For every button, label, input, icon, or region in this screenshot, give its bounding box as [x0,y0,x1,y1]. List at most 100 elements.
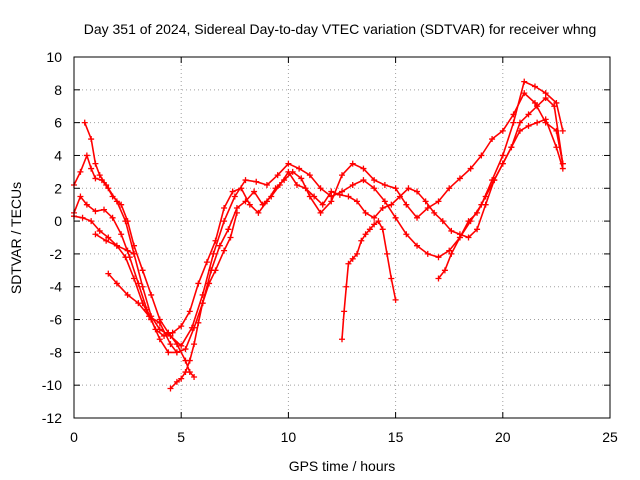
data-point [139,283,146,290]
data-point [559,160,566,167]
data-point [229,188,236,195]
data-point [118,201,125,208]
data-point [268,193,275,200]
x-axis-title: GPS time / hours [289,458,396,474]
data-point [525,122,532,129]
data-point [173,378,180,385]
data-point [285,160,292,167]
data-point [148,291,155,298]
data-point [448,227,455,234]
data-point [92,208,99,215]
data-point [156,319,163,326]
data-point [465,234,472,241]
data-point [508,144,515,151]
data-point [88,136,95,143]
data-point [349,160,356,167]
data-point [345,260,352,267]
y-tick-label: 2 [54,180,62,196]
data-point [354,198,361,205]
data-point [274,172,281,179]
data-point [124,247,131,254]
data-point [156,336,163,343]
data-point [285,168,292,175]
data-point [379,226,386,233]
data-point [362,209,369,216]
axis-layer: 0 5 10 15 20 25 -12 -10 -8 -6 -4 -2 0 2 4 6 8 10 [42,49,618,445]
data-point [238,185,245,192]
data-point [559,127,566,134]
data-point [302,185,309,192]
data-point [255,209,262,216]
data-point [349,255,356,262]
data-point [101,206,108,213]
y-tick-label: 8 [54,82,62,98]
grid-layer [74,57,610,418]
data-point [551,103,558,110]
data-point [242,198,249,205]
y-tick-label: -4 [50,279,63,295]
data-point [173,341,180,348]
data-point [339,172,345,179]
data-point [478,152,485,159]
data-point [96,172,103,179]
data-point [81,119,88,126]
data-point [360,165,367,172]
data-point [83,152,90,159]
data-point [371,214,378,221]
series-line [83,122,195,378]
series-track-4 [81,119,198,380]
data-point [221,247,228,254]
data-point [345,193,352,200]
y-tick-label: 10 [46,49,62,65]
data-point [135,300,142,307]
data-point [414,242,421,249]
data-point [521,90,528,97]
data-point [186,357,193,364]
data-point [531,99,538,106]
data-point [139,267,146,274]
data-point [227,234,234,241]
data-point [216,242,223,249]
plot-frame [73,56,611,419]
data-point [435,254,442,261]
data-point [381,181,388,188]
data-point [392,296,399,303]
data-point [336,191,343,198]
series-line [107,273,178,353]
series-line [73,80,564,347]
data-point [360,177,367,184]
data-point [516,119,523,126]
data-point [456,234,463,241]
data-point [499,152,506,159]
data-point [542,116,549,123]
data-point [435,198,442,205]
data-point [414,188,421,195]
series-track-2 [71,90,566,339]
data-point [92,160,99,167]
data-point [178,342,185,349]
data-point [422,198,429,205]
series-line [73,92,564,337]
series-line [437,97,564,279]
data-point [339,188,345,195]
data-point [392,214,399,221]
data-point [105,234,112,241]
data-point [178,375,185,382]
data-point [113,242,120,249]
data-point [206,280,213,287]
data-point [246,201,253,208]
data-point [167,341,174,348]
data-point [88,218,95,225]
data-point [441,267,448,274]
data-point [456,175,463,182]
data-point [371,177,378,184]
data-point [328,188,335,195]
data-point [276,181,283,188]
data-point [167,385,174,392]
data-point [465,218,472,225]
x-tick-label: 25 [602,429,618,445]
data-point [448,250,455,257]
data-point [182,369,189,376]
series-line [341,220,397,340]
